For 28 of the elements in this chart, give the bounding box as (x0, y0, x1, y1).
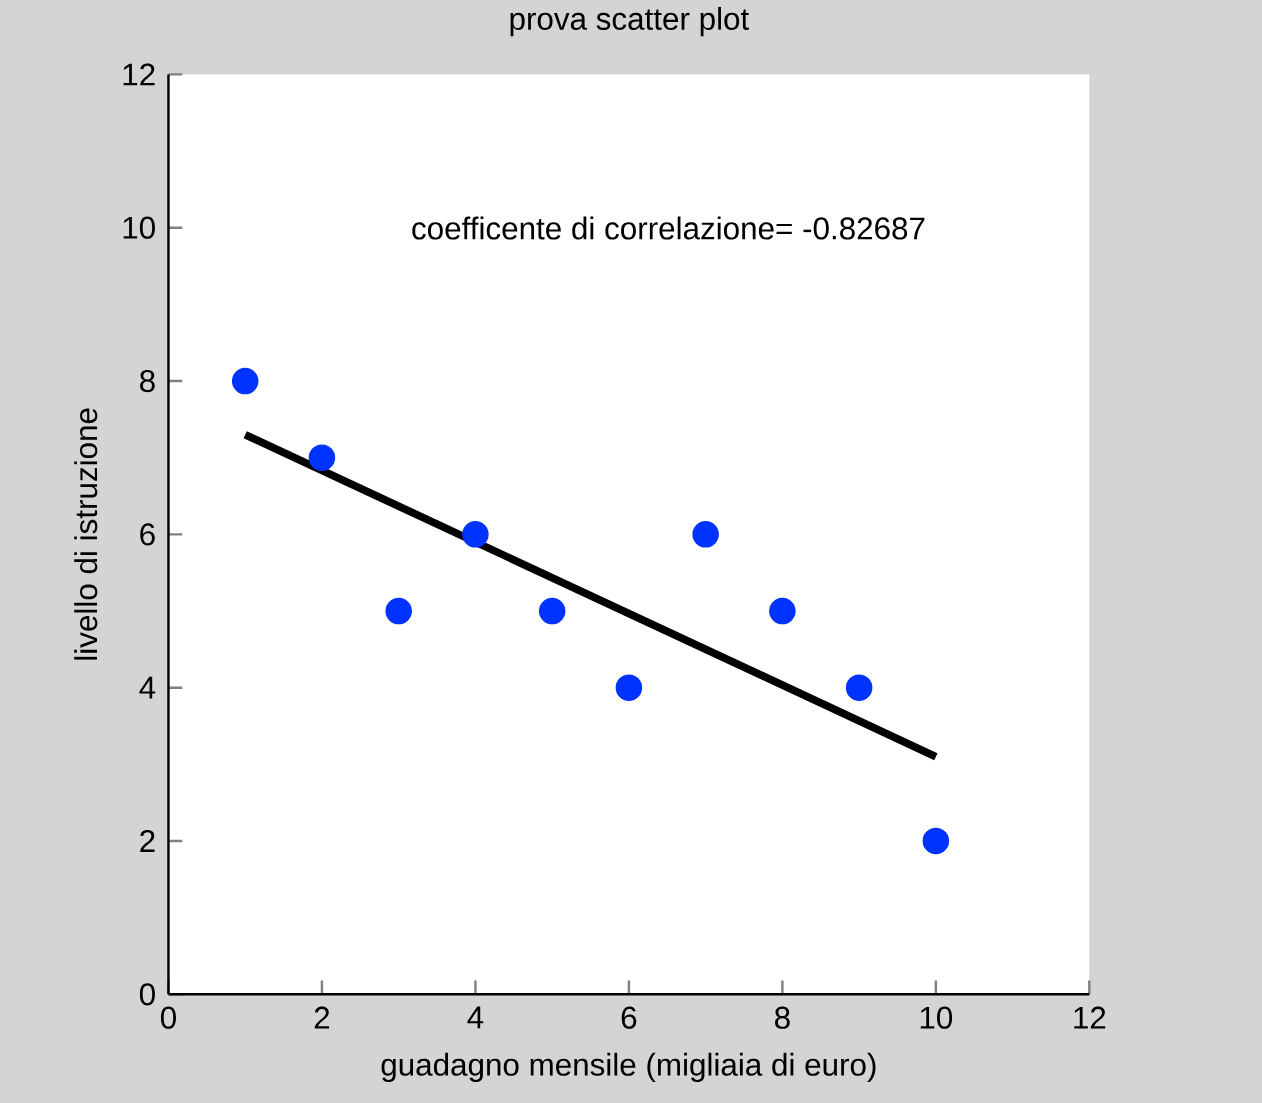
y-tick-label: 10 (123, 216, 155, 239)
chart-title: prova scatter plot (510, 6, 749, 36)
point (769, 597, 796, 625)
point (231, 367, 259, 395)
y-tick-label: 0 (139, 982, 155, 1006)
y-axis-title: livello di istruzione (74, 408, 98, 660)
x-tick-label: 12 (1074, 1006, 1106, 1029)
x-tick-label: 6 (621, 1006, 637, 1029)
x-tick-label: 10 (920, 1006, 953, 1029)
point (385, 597, 412, 625)
point (845, 674, 873, 701)
x-tick-label: 2 (314, 1006, 330, 1029)
x-tick-label: 4 (467, 1006, 484, 1028)
point (615, 674, 643, 701)
y-tick-label: 8 (140, 369, 155, 392)
y-tick-label: 2 (140, 829, 155, 852)
y-tick-label: 4 (139, 676, 156, 699)
x-tick-label: 8 (775, 1006, 790, 1029)
x-axis-title: guadagno mensile (migliaia di euro) (381, 1052, 876, 1082)
point (922, 827, 950, 855)
annotation: coefficente di correlazione= -0.82687 (412, 216, 925, 240)
point (538, 597, 566, 625)
point (308, 444, 336, 471)
y-tick-label: 6 (140, 523, 155, 546)
y-tick-label: 12 (123, 63, 155, 86)
point (692, 520, 719, 548)
point (462, 520, 489, 548)
x-tick-label: 0 (160, 1006, 176, 1029)
